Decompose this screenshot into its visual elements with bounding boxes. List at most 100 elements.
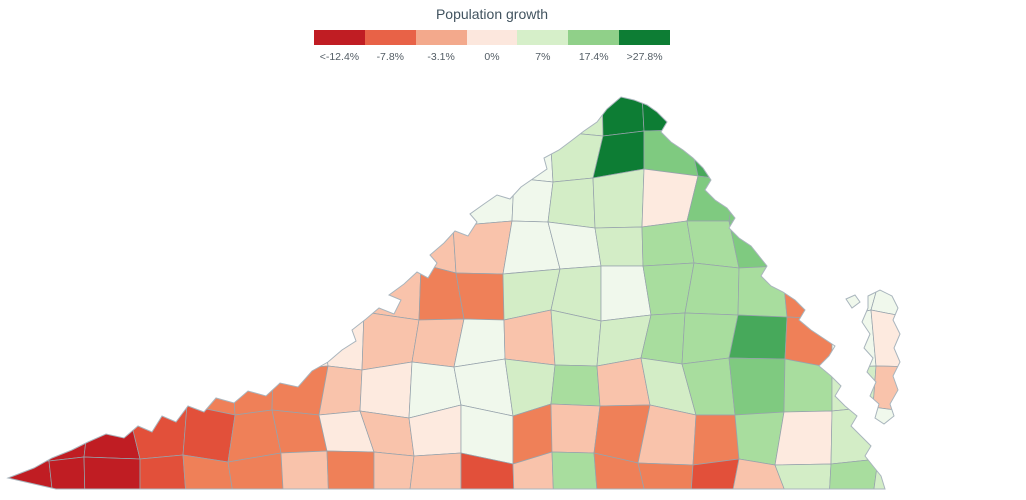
county-region-11-1[interactable]	[512, 122, 554, 183]
county-region-8-3[interactable]	[359, 224, 422, 277]
county-region-1-6[interactable]	[42, 357, 94, 407]
county-region-5-5[interactable]	[231, 316, 285, 371]
county-region-7-0[interactable]	[324, 80, 376, 125]
county-region-4-6[interactable]	[186, 358, 236, 416]
county-region-8-2[interactable]	[359, 175, 418, 231]
county-region-11-8[interactable]	[512, 451, 555, 500]
county-region-16-5[interactable]	[728, 314, 788, 360]
county-region-5-2[interactable]	[229, 170, 277, 224]
county-region-2-0[interactable]	[90, 75, 139, 132]
county-region-19-7[interactable]	[872, 406, 917, 464]
county-region-3-7[interactable]	[129, 404, 188, 460]
county-region-0-6[interactable]	[0, 361, 50, 407]
county-region-12-2[interactable]	[547, 177, 596, 229]
county-region-16-2[interactable]	[728, 180, 790, 225]
county-region-13-0[interactable]	[601, 75, 645, 137]
county-region-3-2[interactable]	[141, 169, 188, 231]
county-region-10-0[interactable]	[463, 83, 514, 132]
county-region-17-8[interactable]	[774, 463, 832, 500]
county-region-8-6[interactable]	[359, 361, 413, 419]
county-region-8-0[interactable]	[373, 79, 416, 133]
county-region-2-3[interactable]	[89, 219, 147, 269]
county-region-5-1[interactable]	[229, 125, 284, 176]
county-region-2-1[interactable]	[85, 128, 145, 174]
county-region-18-8[interactable]	[828, 458, 879, 500]
county-region-13-4[interactable]	[600, 265, 652, 322]
county-region-2-7[interactable]	[83, 405, 141, 460]
county-region-4-0[interactable]	[184, 88, 235, 136]
county-region-5-0[interactable]	[229, 88, 284, 128]
county-region-9-1[interactable]	[410, 130, 465, 178]
county-region-17-6[interactable]	[783, 358, 833, 413]
county-region-6-1[interactable]	[275, 121, 330, 176]
county-region-4-2[interactable]	[185, 169, 238, 231]
county-region-17-4[interactable]	[781, 262, 833, 320]
county-region-3-1[interactable]	[137, 128, 193, 171]
county-region-6-8[interactable]	[280, 450, 330, 500]
county-region-13-3[interactable]	[594, 226, 644, 267]
county-region-13-2[interactable]	[592, 168, 645, 229]
county-region-19-1[interactable]	[869, 122, 921, 180]
county-region-5-6[interactable]	[231, 358, 274, 416]
county-region-5-8[interactable]	[227, 452, 285, 500]
county-region-1-0[interactable]	[37, 87, 96, 137]
county-region-9-8[interactable]	[407, 452, 462, 500]
county-region-16-1[interactable]	[732, 129, 782, 183]
county-region-0-7[interactable]	[0, 403, 50, 462]
county-region-7-8[interactable]	[326, 450, 375, 500]
county-region-19-8[interactable]	[870, 458, 922, 500]
county-region-5-4[interactable]	[226, 262, 285, 318]
county-region-6-4[interactable]	[280, 263, 329, 318]
county-region-9-3[interactable]	[405, 224, 457, 274]
county-region-4-3[interactable]	[185, 218, 231, 265]
county-region-6-5[interactable]	[272, 310, 329, 371]
county-region-7-4[interactable]	[321, 273, 365, 313]
county-region-2-2[interactable]	[85, 169, 145, 225]
county-region-8-8[interactable]	[373, 451, 415, 500]
county-region-18-2[interactable]	[826, 170, 872, 225]
county-region-14-0[interactable]	[640, 75, 698, 132]
county-region-2-6[interactable]	[89, 357, 132, 419]
county-region-8-4[interactable]	[362, 263, 422, 321]
county-region-11-0[interactable]	[507, 75, 551, 132]
county-region-3-3[interactable]	[141, 219, 193, 269]
county-region-10-4[interactable]	[455, 272, 505, 321]
county-region-12-6[interactable]	[550, 364, 601, 407]
county-region-1-2[interactable]	[44, 171, 93, 225]
county-region-9-2[interactable]	[405, 175, 464, 227]
county-region-16-6[interactable]	[728, 357, 786, 416]
county-region-0-0[interactable]	[4, 87, 48, 137]
county-region-18-7[interactable]	[830, 406, 879, 465]
county-region-15-8[interactable]	[689, 458, 740, 500]
county-region-6-3[interactable]	[271, 222, 330, 275]
county-region-18-3[interactable]	[829, 216, 883, 272]
county-region-6-6[interactable]	[271, 365, 329, 416]
county-region-2-5[interactable]	[85, 313, 132, 371]
county-region-17-0[interactable]	[780, 84, 832, 131]
county-region-1-3[interactable]	[42, 215, 93, 272]
county-region-19-5[interactable]	[870, 309, 924, 368]
county-region-10-3[interactable]	[452, 220, 513, 275]
county-region-4-4[interactable]	[178, 262, 238, 319]
county-region-17-7[interactable]	[774, 410, 833, 466]
county-region-15-7[interactable]	[692, 414, 740, 466]
county-region-16-0[interactable]	[732, 86, 789, 133]
county-region-19-2[interactable]	[869, 178, 926, 218]
county-region-14-1[interactable]	[643, 129, 699, 177]
county-region-7-2[interactable]	[324, 168, 373, 231]
county-region-2-4[interactable]	[85, 266, 147, 323]
county-region-0-8[interactable]	[0, 458, 55, 500]
county-region-0-3[interactable]	[3, 215, 52, 272]
county-region-14-3[interactable]	[641, 220, 695, 267]
county-region-13-8[interactable]	[593, 452, 648, 500]
county-region-17-3[interactable]	[781, 223, 832, 267]
county-region-3-0[interactable]	[136, 75, 193, 136]
county-region-17-2[interactable]	[776, 170, 831, 225]
county-region-4-7[interactable]	[182, 404, 236, 463]
county-region-12-8[interactable]	[551, 451, 599, 500]
county-region-4-5[interactable]	[178, 316, 238, 361]
county-region-12-0[interactable]	[545, 75, 604, 137]
county-region-18-5[interactable]	[831, 309, 877, 369]
county-region-16-3[interactable]	[728, 220, 790, 269]
county-region-0-1[interactable]	[7, 123, 48, 178]
